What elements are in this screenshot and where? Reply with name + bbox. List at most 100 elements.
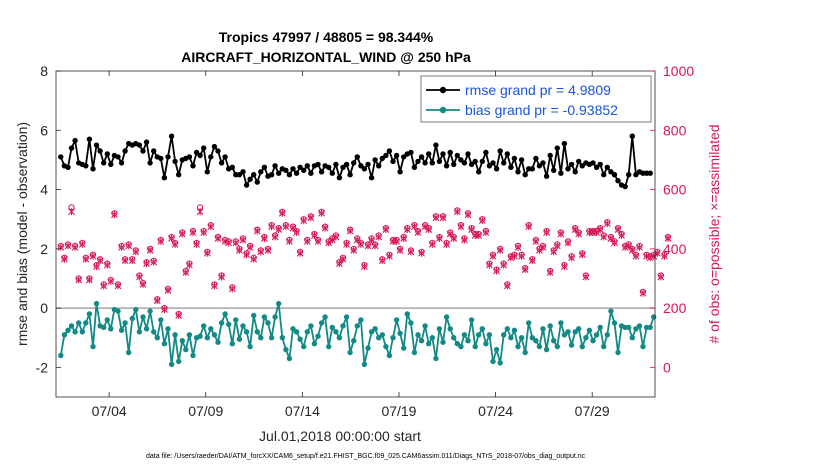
rmse-point	[540, 160, 546, 166]
y-right-tick-label: 800	[663, 122, 687, 138]
rmse-point	[358, 163, 364, 169]
rmse-point	[176, 172, 182, 178]
bias-point	[458, 343, 464, 350]
bias-point	[368, 329, 375, 335]
rmse-point	[493, 166, 500, 172]
y-axis-right: 0 200 400 600 800 1000	[650, 63, 694, 375]
bias-point	[190, 352, 196, 359]
bias-point	[593, 332, 600, 338]
bias-point	[386, 352, 393, 359]
obs-assimilated-point	[546, 269, 554, 277]
y-axis-label-left: rmse and bias (model - observation)	[14, 122, 30, 346]
rmse-point	[411, 164, 418, 170]
bias-point	[454, 341, 460, 347]
bias-point	[433, 355, 439, 362]
bias-point	[526, 320, 532, 326]
rmse-point	[415, 158, 421, 165]
rmse-point	[551, 167, 557, 173]
bias-point	[511, 327, 518, 333]
obs-assimilated-point	[618, 231, 625, 239]
rmse-point	[533, 155, 539, 162]
obs-assimilated-point	[61, 255, 68, 263]
bias-point	[501, 332, 507, 338]
rmse-point	[58, 154, 64, 160]
obs-assimilated-point	[350, 246, 358, 254]
bias-point	[611, 320, 618, 326]
bias-point	[326, 343, 332, 350]
bias-point	[261, 314, 268, 320]
obs-assimilated-point	[425, 226, 433, 234]
bias-point	[333, 329, 339, 335]
obs-assimilated-point	[143, 260, 150, 268]
bias-point	[543, 346, 550, 353]
bias-point	[68, 323, 75, 329]
obs-assimilated-point	[132, 248, 140, 256]
obs-assimilated-point	[82, 255, 90, 263]
rmse-point	[240, 169, 246, 175]
obs-assimilated-point	[428, 240, 436, 248]
rmse-point	[197, 152, 203, 159]
y-right-tick-label: 1000	[663, 63, 694, 79]
bias-point	[547, 323, 553, 329]
rmse-point	[261, 164, 268, 170]
legend-bias-marker	[439, 106, 447, 114]
bias-point	[351, 338, 357, 344]
rmse-point	[361, 166, 368, 172]
legend-bias-label: bias grand pr = -0.93852	[465, 102, 618, 118]
obs-assimilated-point	[136, 273, 143, 281]
rmse-point	[579, 163, 585, 169]
obs-assimilated-point	[221, 237, 229, 245]
obs-assimilated-point	[639, 289, 647, 297]
x-tick-label: 07/04	[92, 403, 127, 419]
obs-assimilated-point	[311, 231, 318, 239]
bias-point	[243, 329, 250, 335]
rmse-point	[401, 154, 407, 160]
bias-point	[265, 320, 271, 326]
obs-assimilated-point	[207, 223, 215, 231]
obs-assimilated-point	[196, 208, 204, 216]
rmse-point	[147, 160, 153, 166]
rmse-point	[333, 161, 339, 168]
bias-point	[590, 338, 596, 344]
y-axis-label-right: # of obs: o=possible; ×=assimilated	[706, 124, 722, 343]
rmse-point	[193, 149, 200, 156]
obs-assimilated-point	[307, 214, 315, 222]
bias-point	[276, 300, 282, 307]
rmse-point	[86, 136, 93, 142]
rmse-point	[229, 164, 235, 170]
obs-assimilated-point	[400, 234, 408, 242]
rmse-point	[568, 161, 575, 168]
rmse-point	[558, 170, 564, 176]
obs-assimilated-point	[657, 273, 665, 281]
rmse-point	[201, 145, 207, 151]
rmse-point	[608, 169, 614, 175]
obs-assimilated-point	[632, 252, 640, 260]
bias-point	[518, 335, 525, 341]
legend-rmse-marker	[439, 86, 447, 94]
obs-assimilated-point	[343, 240, 350, 248]
rmse-point	[468, 161, 475, 168]
bias-point	[418, 338, 425, 344]
rmse-point	[204, 169, 210, 175]
bias-point	[151, 329, 157, 335]
bias-point	[254, 329, 260, 335]
y-left-tick-label: 4	[40, 182, 48, 198]
obs-assimilated-point	[121, 257, 129, 265]
bias-point	[347, 349, 353, 356]
bias-point	[572, 329, 578, 335]
bias-point	[383, 343, 389, 350]
rmse-point	[118, 160, 125, 166]
obs-assimilated-point	[493, 267, 500, 275]
rmse-point	[393, 152, 400, 159]
obs-assimilated-point	[439, 214, 447, 222]
bias-point	[483, 341, 489, 347]
obs-assimilated-point	[314, 237, 322, 245]
bias-point	[365, 345, 371, 351]
obs-assimilated-point	[282, 223, 290, 231]
obs-assimilated-point	[603, 220, 611, 228]
bias-point	[633, 326, 639, 332]
bias-point	[301, 343, 307, 350]
bias-point	[147, 308, 153, 314]
obs-assimilated-point	[528, 257, 536, 265]
obs-assimilated-point	[78, 240, 86, 248]
